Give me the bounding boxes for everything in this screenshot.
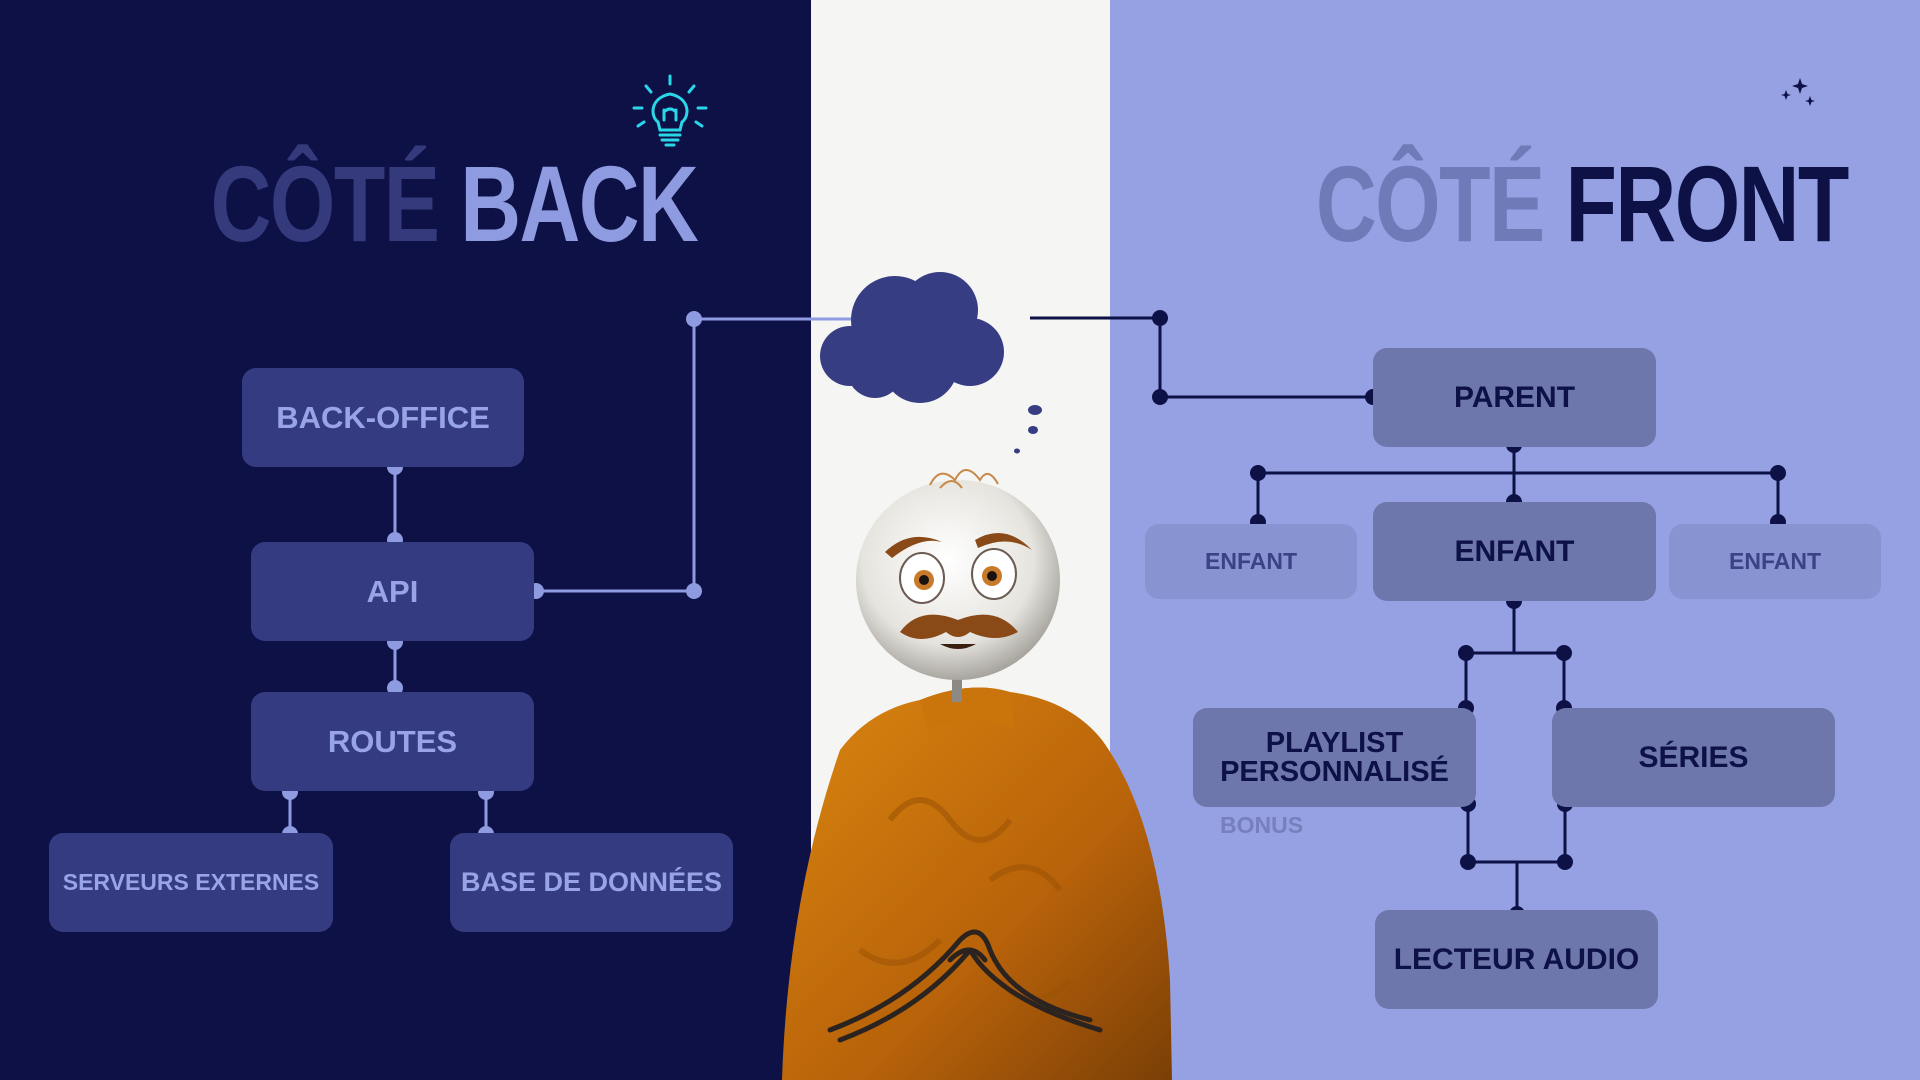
front-title-word1: CÔTÉ [1315,143,1545,264]
node-child-center: ENFANT [1373,502,1656,601]
lightbulb-icon [632,74,708,147]
node-routes: ROUTES [251,692,534,791]
node-playlist: PLAYLIST PERSONNALISÉ [1193,708,1476,807]
crescent-moon-stars-icon [1768,78,1822,134]
back-title-word2: BACK [460,143,699,264]
back-title-word1: CÔTÉ [210,143,440,264]
node-database: BASE DE DONNÉES [450,833,733,932]
node-api: API [251,542,534,641]
node-series: SÉRIES [1552,708,1835,807]
playlist-bonus-label: BONUS [1220,812,1304,838]
node-playlist-line2: PERSONNALISÉ [1220,755,1449,788]
front-title: CÔTÉ FRONT [1316,150,1849,258]
back-title: CÔTÉ BACK [211,150,699,258]
node-audio-player: LECTEUR AUDIO [1375,910,1658,1009]
node-parent: PARENT [1373,348,1656,447]
front-title-word2: FRONT [1565,143,1850,264]
node-child-left: ENFANT [1145,524,1357,599]
thinking-character-illustration [782,272,1172,1080]
thought-cloud-icon [820,272,1004,403]
node-child-right: ENFANT [1669,524,1881,599]
node-playlist-line1: PLAYLIST [1265,726,1404,759]
node-back-office: BACK-OFFICE [242,368,524,467]
node-external-servers: SERVEURS EXTERNES [49,833,333,932]
